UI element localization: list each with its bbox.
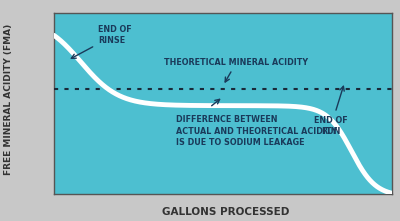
Text: THEORETICAL MINERAL ACIDITY: THEORETICAL MINERAL ACIDITY xyxy=(164,58,308,82)
Text: DIFFERENCE BETWEEN
ACTUAL AND THEORETICAL ACIDITY
IS DUE TO SODIUM LEAKAGE: DIFFERENCE BETWEEN ACTUAL AND THEORETICA… xyxy=(176,115,337,147)
Text: END OF
RINSE: END OF RINSE xyxy=(71,25,132,58)
Text: END OF
RUN: END OF RUN xyxy=(314,86,348,136)
Text: GALLONS PROCESSED: GALLONS PROCESSED xyxy=(162,207,290,217)
Text: FREE MINERAL ACIDITY (FMA): FREE MINERAL ACIDITY (FMA) xyxy=(4,24,13,175)
